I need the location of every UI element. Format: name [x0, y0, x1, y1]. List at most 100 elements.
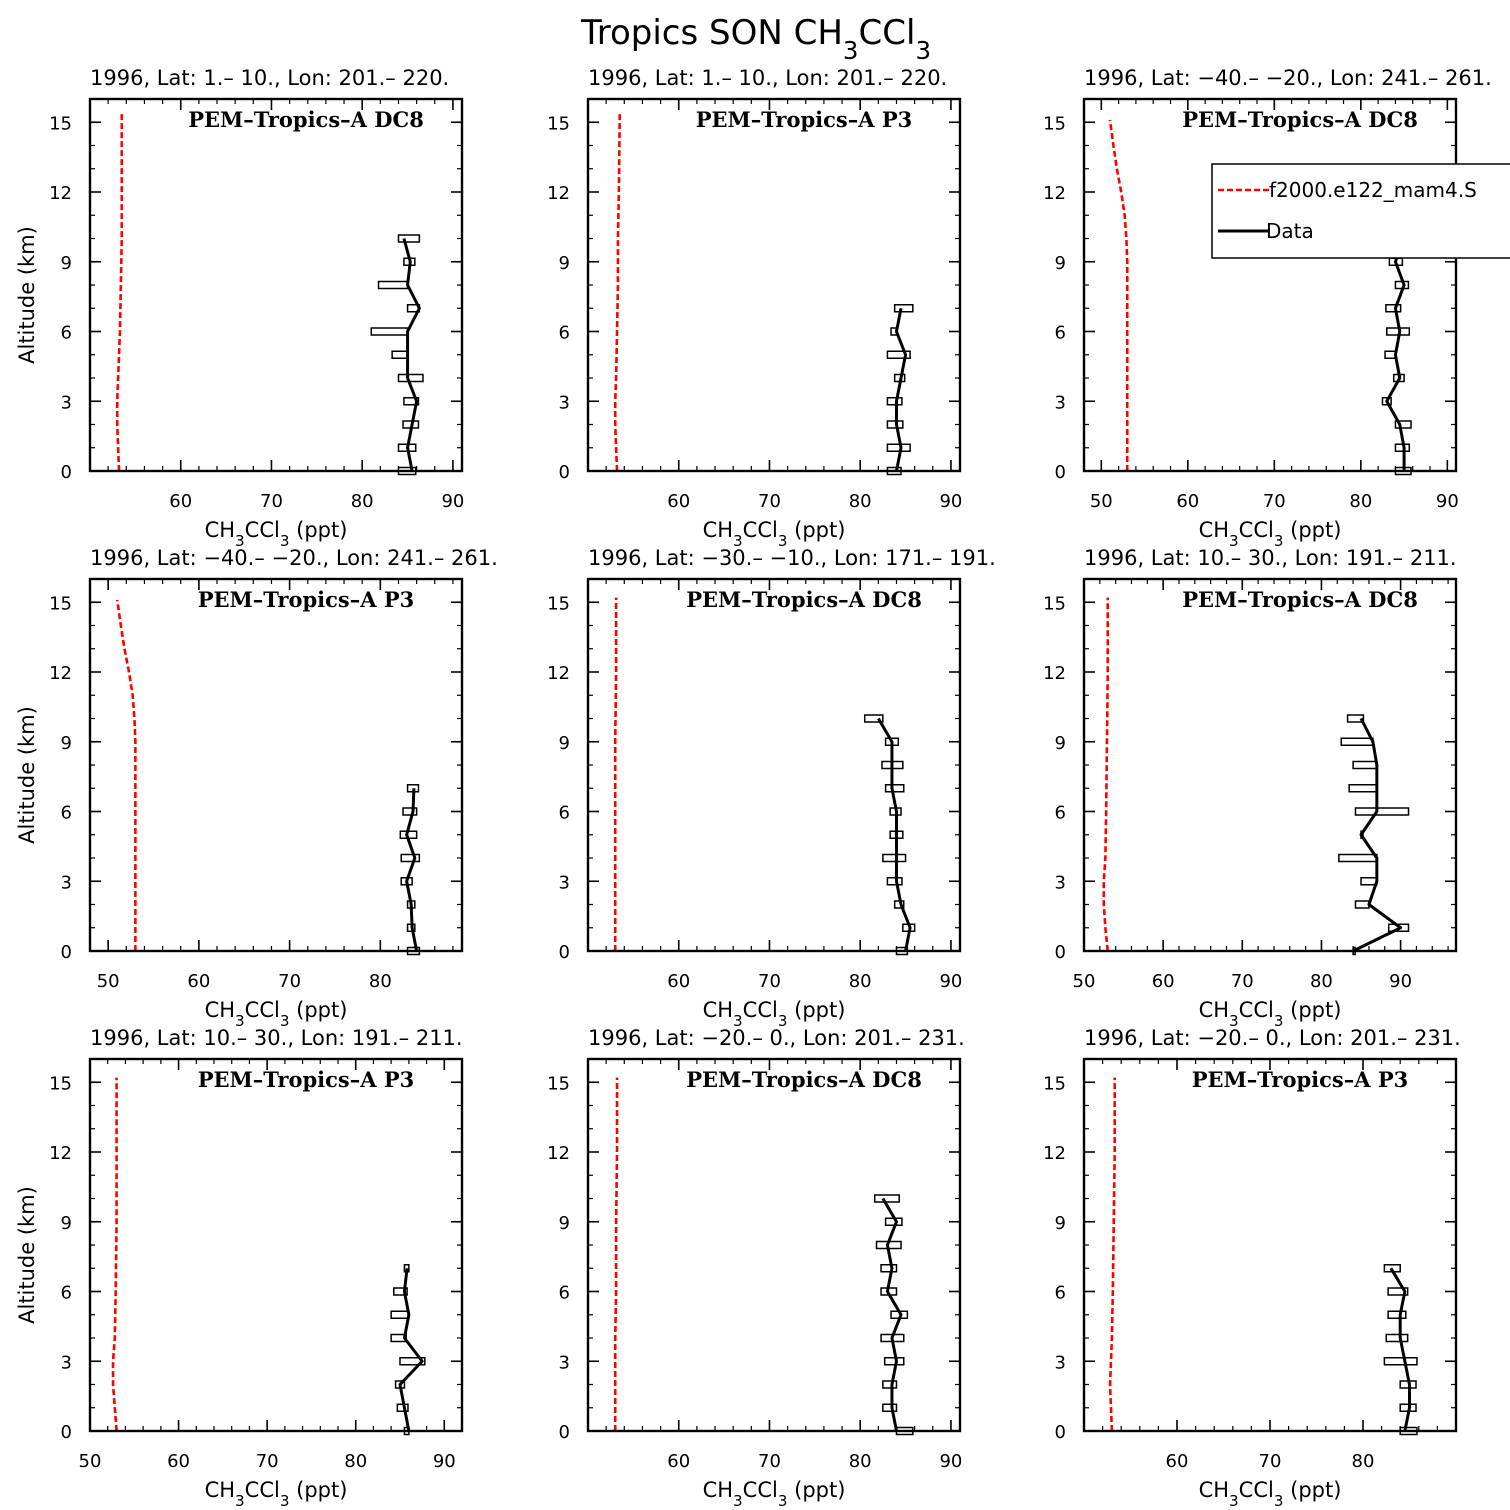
obs-error-bar	[882, 853, 907, 863]
y-tick-label: 9	[61, 1213, 72, 1234]
y-tick-label: 6	[61, 323, 72, 344]
x-tick-label: 90	[1436, 491, 1459, 512]
x-tick-label: 80	[1310, 971, 1333, 992]
obs-error-bar	[886, 877, 903, 886]
y-tick-label: 12	[547, 183, 570, 204]
series-model	[111, 1077, 118, 1432]
series-model	[1108, 119, 1129, 471]
y-tick-label: 12	[1043, 1143, 1066, 1164]
y-tick-label: 15	[547, 1073, 570, 1094]
obs-error-bar	[880, 1264, 898, 1273]
panel-title: 1996, Lat: 1.– 10., Lon: 201.– 220.	[588, 66, 947, 90]
panel-2: 1996, Lat: 1.– 10., Lon: 201.– 220.60 70 8…	[547, 66, 962, 550]
series-model	[613, 112, 622, 472]
panel-5: 1996, Lat: −30.– −10., Lon: 171.– 191.60…	[547, 546, 996, 1030]
x-axis-label: CH3CCl3 (ppt)	[205, 998, 348, 1030]
y-tick-label: 0	[559, 462, 570, 483]
panel-4: 1996, Lat: −40.– −20., Lon: 241.– 261. 50…	[15, 546, 498, 1030]
y-tick-label: 9	[61, 733, 72, 754]
series-data	[881, 1197, 903, 1432]
x-tick-label: 60	[1152, 971, 1175, 992]
y-tick-label: 12	[49, 663, 72, 684]
x-tick-label: 60	[1166, 1451, 1189, 1472]
y-tick-label: 0	[1055, 942, 1066, 963]
series-data	[1385, 237, 1406, 471]
y-tick-label: 3	[61, 1352, 72, 1373]
series-model	[613, 1077, 619, 1431]
obs-error-bar	[397, 373, 424, 383]
series-data	[894, 307, 908, 472]
obs-error-bar	[886, 397, 903, 406]
x-tick-label: 80	[1352, 1451, 1375, 1472]
obs-error-bar	[393, 1287, 408, 1296]
obs-error-bar	[377, 280, 409, 290]
obs-error-bar	[399, 1357, 426, 1366]
plot-frame	[586, 1057, 962, 1433]
y-tick-label: 15	[49, 1073, 72, 1094]
y-tick-label: 9	[1055, 253, 1066, 274]
x-tick-label: 60	[169, 491, 192, 512]
x-tick-label: 90	[939, 491, 962, 512]
y-tick-label: 12	[1043, 183, 1066, 204]
y-tick-label: 3	[559, 872, 570, 893]
y-tick-label: 12	[547, 663, 570, 684]
x-tick-label: 80	[369, 971, 392, 992]
y-tick-label: 9	[1055, 733, 1066, 754]
campaign-label: PEM–Tropics–A P3	[198, 1067, 415, 1092]
obs-error-bar	[882, 1380, 898, 1389]
panel-title: 1996, Lat: 10.– 30., Lon: 191.– 211.	[1084, 546, 1457, 570]
plot-frame	[1082, 1057, 1458, 1433]
x-tick-label: 70	[758, 971, 781, 992]
x-tick-label: 60	[667, 491, 690, 512]
x-axis-label: CH3CCl3 (ppt)	[1199, 998, 1342, 1030]
y-tick-label: 6	[61, 1283, 72, 1304]
x-tick-label: 80	[351, 491, 374, 512]
x-tick-label: 70	[1231, 971, 1254, 992]
y-axis-label: Altitude (km)	[15, 706, 39, 844]
y-tick-label: 6	[1055, 323, 1066, 344]
y-tick-label: 12	[49, 1143, 72, 1164]
plot-frame	[88, 577, 464, 953]
x-axis-label: CH3CCl3 (ppt)	[703, 1478, 846, 1510]
panel-6: 1996, Lat: 10.– 30., Lon: 191.– 211. 50 60…	[1043, 546, 1458, 1030]
campaign-label: PEM–Tropics–A P3	[696, 107, 913, 132]
y-tick-label: 12	[49, 183, 72, 204]
panel-3: 1996, Lat: −40.– −20., Lon: 241.– 261. 50…	[1043, 66, 1510, 550]
y-tick-label: 0	[1055, 1422, 1066, 1443]
obs-error-bar	[1387, 1310, 1407, 1319]
obs-error-bar	[886, 443, 911, 452]
y-tick-label: 15	[1043, 1073, 1066, 1094]
y-tick-label: 6	[61, 803, 72, 824]
obs-error-bar	[1354, 900, 1370, 909]
campaign-label: PEM–Tropics–A DC8	[188, 107, 424, 132]
y-tick-label: 9	[61, 253, 72, 274]
x-axis-label: CH3CCl3 (ppt)	[703, 998, 846, 1030]
campaign-label: PEM–Tropics–A P3	[198, 587, 415, 612]
y-tick-label: 9	[1055, 1213, 1066, 1234]
y-tick-label: 0	[1055, 462, 1066, 483]
x-tick-label: 70	[758, 1451, 781, 1472]
obs-error-bar	[1385, 1333, 1409, 1343]
x-tick-label: 80	[849, 1451, 872, 1472]
series-data	[398, 1268, 424, 1432]
x-tick-label: 70	[278, 971, 301, 992]
x-tick-label: 50	[1073, 971, 1096, 992]
obs-error-bar	[1383, 1357, 1418, 1366]
panel-title: 1996, Lat: −30.– −10., Lon: 171.– 191.	[588, 546, 996, 570]
x-tick-label: 90	[433, 1451, 456, 1472]
panel-title: 1996, Lat: 10.– 30., Lon: 191.– 211.	[90, 1026, 463, 1050]
obs-error-bar	[1354, 807, 1410, 816]
obs-error-bar	[1384, 350, 1397, 359]
obs-error-bar	[863, 714, 884, 723]
plot-frame	[1082, 97, 1458, 473]
obs-error-bar	[403, 397, 420, 406]
x-tick-label: 90	[441, 491, 464, 512]
series-model	[1102, 597, 1110, 952]
y-tick-label: 0	[61, 462, 72, 483]
x-tick-label: 90	[939, 1451, 962, 1472]
campaign-label: PEM–Tropics–A DC8	[1182, 587, 1418, 612]
series-data	[1352, 717, 1403, 953]
obs-error-bar	[1346, 714, 1365, 723]
panel-1: 1996, Lat: 1.– 10., Lon: 201.– 220.60 70 8…	[15, 66, 464, 550]
